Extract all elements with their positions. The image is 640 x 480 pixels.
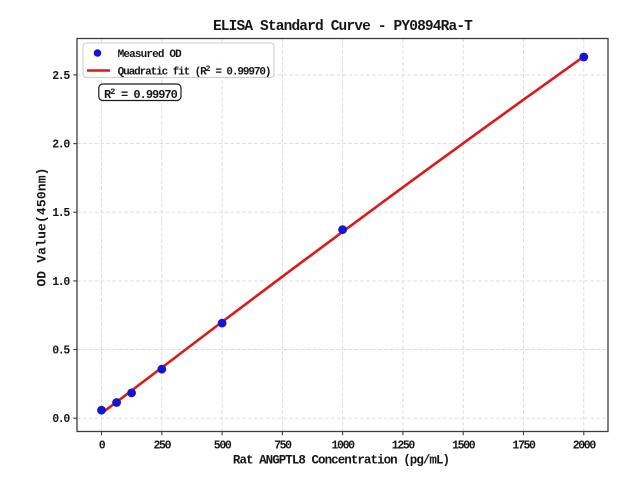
- svg-text:OD Value(450nm): OD Value(450nm): [35, 167, 50, 286]
- svg-text:2.5: 2.5: [52, 70, 70, 83]
- svg-text:0.5: 0.5: [52, 344, 70, 357]
- svg-text:1250: 1250: [392, 439, 416, 452]
- svg-text:750: 750: [274, 439, 292, 452]
- svg-text:1.0: 1.0: [52, 276, 70, 289]
- svg-text:Quadratic fit (R2 = 0.99970): Quadratic fit (R2 = 0.99970): [118, 65, 271, 79]
- svg-text:Rat ANGPTL8 Concentration (pg/: Rat ANGPTL8 Concentration (pg/mL): [233, 453, 449, 467]
- svg-text:1.5: 1.5: [52, 207, 70, 220]
- svg-text:2000: 2000: [573, 439, 597, 452]
- svg-text:1500: 1500: [452, 439, 476, 452]
- svg-text:0.0: 0.0: [52, 413, 70, 426]
- svg-text:ELISA Standard Curve - PY0894R: ELISA Standard Curve - PY0894Ra-T: [213, 19, 473, 35]
- svg-text:250: 250: [153, 439, 171, 452]
- svg-text:0: 0: [99, 439, 106, 452]
- svg-text:1750: 1750: [512, 439, 536, 452]
- svg-text:2.0: 2.0: [52, 139, 70, 152]
- svg-text:Measured OD: Measured OD: [118, 49, 183, 61]
- svg-text:R2 = 0.99970: R2 = 0.99970: [104, 87, 178, 102]
- svg-text:1000: 1000: [331, 439, 355, 452]
- svg-text:500: 500: [214, 439, 232, 452]
